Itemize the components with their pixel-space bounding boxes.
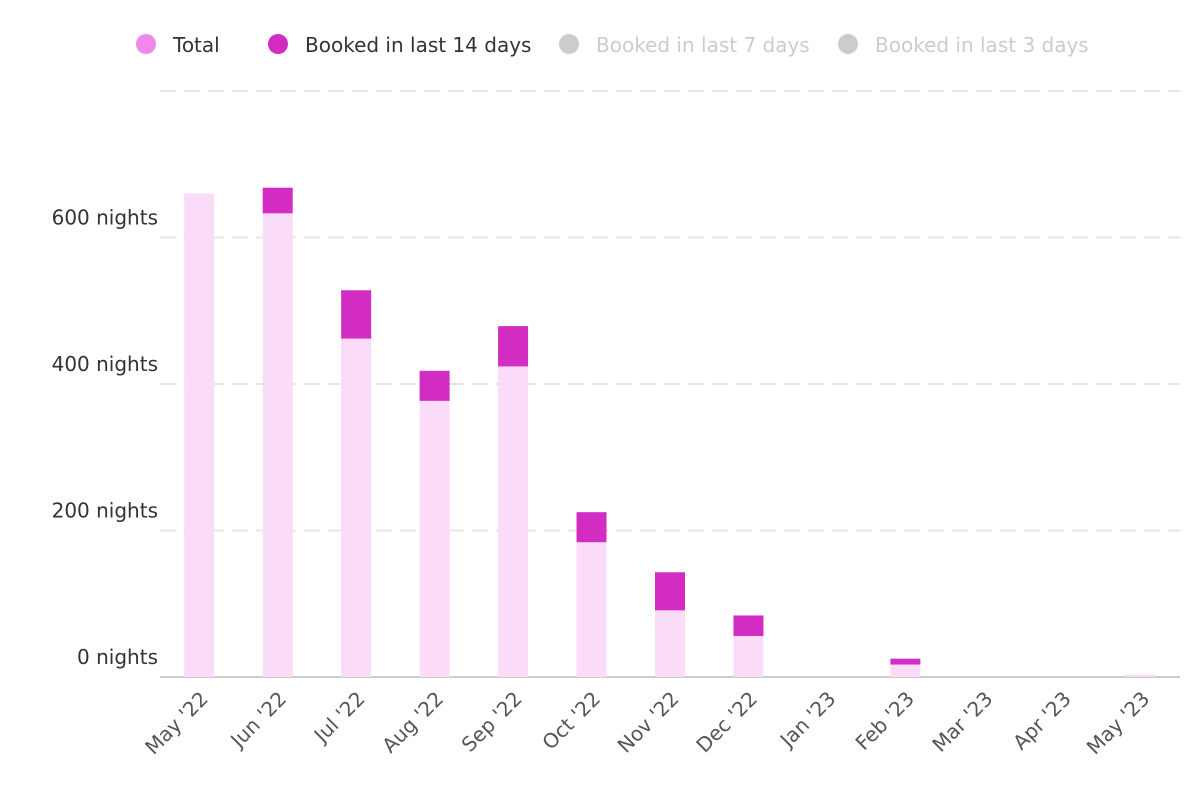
legend-item-booked-in-last-7-days[interactable]: Booked in last 7 days — [559, 33, 810, 57]
legend-label-booked-in-last-3-days: Booked in last 3 days — [875, 33, 1089, 57]
x-tick-label-sep-22: Sep '22 — [457, 687, 527, 757]
legend-item-booked-in-last-14-days[interactable]: Booked in last 14 days — [268, 33, 531, 57]
bar-booked-in-last-14-days-jul-22[interactable] — [341, 290, 372, 339]
y-tick-label-200: 200 nights — [52, 499, 158, 523]
bars — [184, 187, 1156, 678]
bar-total-aug-22[interactable] — [419, 400, 450, 677]
bar-booked-in-last-14-days-aug-22[interactable] — [419, 370, 450, 401]
bar-booked-in-last-14-days-oct-22[interactable] — [576, 512, 607, 543]
x-tick-label-may-22: May '22 — [140, 687, 213, 760]
x-tick-label-jul-22: Jul '22 — [308, 687, 370, 749]
x-tick-label-nov-22: Nov '22 — [613, 687, 684, 758]
bar-total-sep-22[interactable] — [498, 366, 529, 677]
bar-total-jul-22[interactable] — [341, 338, 372, 677]
x-tick-label-dec-22: Dec '22 — [691, 687, 762, 758]
y-axis: 0 nights 200 nights 400 nights 600 nights — [52, 206, 158, 670]
legend-marker-booked-in-last-3-days — [838, 34, 858, 54]
bar-total-jun-22[interactable] — [262, 213, 293, 677]
bar-total-may-22[interactable] — [184, 193, 215, 678]
x-tick-label-jun-22: Jun '22 — [224, 687, 291, 754]
legend-marker-total — [136, 34, 156, 54]
bar-total-dec-22[interactable] — [733, 635, 764, 677]
x-tick-label-apr-23: Apr '23 — [1008, 687, 1076, 755]
legend-item-booked-in-last-3-days[interactable]: Booked in last 3 days — [838, 33, 1089, 57]
bar-booked-in-last-14-days-sep-22[interactable] — [498, 326, 529, 367]
bar-booked-in-last-14-days-dec-22[interactable] — [733, 615, 764, 636]
y-tick-label-600: 600 nights — [52, 206, 158, 230]
y-tick-label-0: 0 nights — [77, 645, 158, 669]
legend-label-booked-in-last-7-days: Booked in last 7 days — [596, 33, 810, 57]
x-tick-label-feb-23: Feb '23 — [851, 687, 919, 755]
bar-booked-in-last-14-days-nov-22[interactable] — [655, 572, 685, 611]
legend-marker-booked-in-last-7-days — [559, 34, 579, 54]
y-tick-label-400: 400 nights — [52, 352, 158, 376]
legend: Total Booked in last 14 days Booked in las… — [136, 33, 1089, 57]
x-tick-label-may-23: May '23 — [1082, 687, 1155, 760]
bar-total-nov-22[interactable] — [655, 610, 685, 677]
legend-label-booked-in-last-14-days: Booked in last 14 days — [305, 33, 531, 57]
bar-booked-in-last-14-days-jun-22[interactable] — [262, 187, 293, 214]
bar-total-feb-23[interactable] — [890, 664, 921, 677]
bar-booked-in-last-14-days-feb-23[interactable] — [890, 658, 921, 665]
x-axis: May '22 Jun '22 Jul '22 Aug '22 Sep '22 Oct '… — [140, 687, 1154, 760]
bar-total-oct-22[interactable] — [576, 542, 607, 677]
x-tick-label-aug-22: Aug '22 — [377, 687, 448, 758]
bar-total-may-23[interactable] — [1125, 674, 1156, 677]
legend-item-total[interactable]: Total — [136, 33, 220, 57]
x-tick-label-mar-23: Mar '23 — [927, 687, 997, 757]
x-tick-label-oct-22: Oct '22 — [537, 687, 605, 755]
x-tick-label-jan-23: Jan '23 — [774, 687, 841, 754]
legend-label-total: Total — [172, 33, 220, 57]
legend-marker-booked-in-last-14-days — [268, 34, 288, 54]
